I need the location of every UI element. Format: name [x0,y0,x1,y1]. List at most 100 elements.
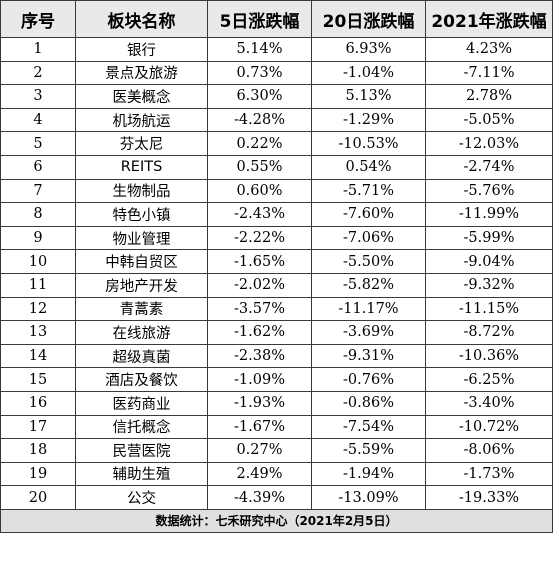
row-index-cell: 11 [0,272,76,298]
table-row: 5 芬太尼 0.22% -10.53% -12.03% [0,131,553,156]
sector-name-cell: 中韩自贸区 [75,249,208,274]
table-row: 11 房地产开发 -2.02% -5.82% -9.32% [0,272,553,298]
change-2021-cell: 2.78% [425,84,553,109]
change-2021-cell: -8.06% [425,438,553,463]
table-row: 20 公交 -4.39% -13.09% -19.33% [0,485,553,510]
change-5day-cell: -1.62% [207,320,312,345]
row-index-cell: 4 [0,107,76,133]
change-20day-cell: -0.86% [311,390,426,416]
header-2021-change: 2021年涨跌幅 [425,0,553,38]
change-2021-cell: -2.74% [425,154,553,180]
change-5day-cell: -3.57% [207,296,312,322]
row-index-cell: 2 [0,60,76,86]
table-row: 9 物业管理 -2.22% -7.06% -5.99% [0,225,553,251]
change-20day-cell: -13.09% [311,485,426,510]
sector-name-cell: 机场航运 [75,107,208,133]
change-5day-cell: -2.38% [207,343,312,369]
change-5day-cell: -2.43% [207,202,312,227]
row-index-cell: 17 [0,414,76,440]
sector-name-cell: 民营医院 [75,438,208,463]
row-index-cell: 5 [0,131,76,156]
table-row: 6 REITS 0.55% 0.54% -2.74% [0,154,553,180]
row-index-cell: 20 [0,485,76,510]
row-index-cell: 7 [0,178,76,204]
change-2021-cell: -10.72% [425,414,553,440]
table-row: 8 特色小镇 -2.43% -7.60% -11.99% [0,202,553,227]
row-index-cell: 15 [0,367,76,392]
change-5day-cell: 0.27% [207,438,312,463]
change-5day-cell: 5.14% [207,37,312,62]
change-5day-cell: -1.67% [207,414,312,440]
row-index-cell: 8 [0,202,76,227]
table-row: 19 辅助生殖 2.49% -1.94% -1.73% [0,461,553,487]
sector-name-cell: 芬太尼 [75,131,208,156]
sector-performance-table: 序号 板块名称 5日涨跌幅 20日涨跌幅 2021年涨跌幅 1 银行 5.14% 6.… [0,0,553,533]
change-20day-cell: -11.17% [311,296,426,322]
change-2021-cell: -8.72% [425,320,553,345]
table-row: 2 景点及旅游 0.73% -1.04% -7.11% [0,60,553,86]
sector-name-cell: 生物制品 [75,178,208,204]
change-2021-cell: -1.73% [425,461,553,487]
footer-row: 数据统计：七禾研究中心（2021年2月5日） [0,508,553,533]
sector-name-cell: 医药商业 [75,390,208,416]
change-5day-cell: -1.65% [207,249,312,274]
change-5day-cell: 0.55% [207,154,312,180]
change-20day-cell: -7.06% [311,225,426,251]
sector-name-cell: 青蒿素 [75,296,208,322]
sector-name-cell: 特色小镇 [75,202,208,227]
change-20day-cell: -5.82% [311,272,426,298]
table-row: 15 酒店及餐饮 -1.09% -0.76% -6.25% [0,367,553,392]
table-row: 4 机场航运 -4.28% -1.29% -5.05% [0,107,553,133]
row-index-cell: 18 [0,438,76,463]
change-20day-cell: -5.71% [311,178,426,204]
table-row: 1 银行 5.14% 6.93% 4.23% [0,37,553,62]
change-20day-cell: -1.04% [311,60,426,86]
change-5day-cell: 0.73% [207,60,312,86]
table-row: 14 超级真菌 -2.38% -9.31% -10.36% [0,343,553,369]
table-row: 17 信托概念 -1.67% -7.54% -10.72% [0,414,553,440]
change-2021-cell: 4.23% [425,37,553,62]
change-2021-cell: -19.33% [425,485,553,510]
change-20day-cell: -0.76% [311,367,426,392]
sector-name-cell: 超级真菌 [75,343,208,369]
change-2021-cell: -3.40% [425,390,553,416]
sector-name-cell: REITS [75,154,208,180]
row-index-cell: 14 [0,343,76,369]
change-5day-cell: -4.28% [207,107,312,133]
row-index-cell: 9 [0,225,76,251]
change-5day-cell: 6.30% [207,84,312,109]
sector-name-cell: 景点及旅游 [75,60,208,86]
sector-name-cell: 医美概念 [75,84,208,109]
change-2021-cell: -5.05% [425,107,553,133]
change-20day-cell: -5.50% [311,249,426,274]
sector-name-cell: 辅助生殖 [75,461,208,487]
row-index-cell: 12 [0,296,76,322]
table-row: 3 医美概念 6.30% 5.13% 2.78% [0,84,553,109]
table-row: 13 在线旅游 -1.62% -3.69% -8.72% [0,320,553,345]
row-index-cell: 3 [0,84,76,109]
change-20day-cell: 6.93% [311,37,426,62]
sector-name-cell: 公交 [75,485,208,510]
change-2021-cell: -5.76% [425,178,553,204]
header-row: 序号 板块名称 5日涨跌幅 20日涨跌幅 2021年涨跌幅 [0,0,553,38]
change-20day-cell: 5.13% [311,84,426,109]
change-20day-cell: -7.54% [311,414,426,440]
header-20day-change: 20日涨跌幅 [311,0,426,38]
table-row: 7 生物制品 0.60% -5.71% -5.76% [0,178,553,204]
header-5day-change: 5日涨跌幅 [207,0,312,38]
sector-name-cell: 银行 [75,37,208,62]
row-index-cell: 16 [0,390,76,416]
change-5day-cell: 2.49% [207,461,312,487]
row-index-cell: 10 [0,249,76,274]
header-sector-name: 板块名称 [75,0,208,38]
sector-name-cell: 物业管理 [75,225,208,251]
sector-name-cell: 信托概念 [75,414,208,440]
change-2021-cell: -11.15% [425,296,553,322]
change-20day-cell: -1.94% [311,461,426,487]
sector-name-cell: 酒店及餐饮 [75,367,208,392]
change-2021-cell: -6.25% [425,367,553,392]
sector-name-cell: 在线旅游 [75,320,208,345]
change-5day-cell: -2.02% [207,272,312,298]
change-2021-cell: -12.03% [425,131,553,156]
change-20day-cell: -1.29% [311,107,426,133]
